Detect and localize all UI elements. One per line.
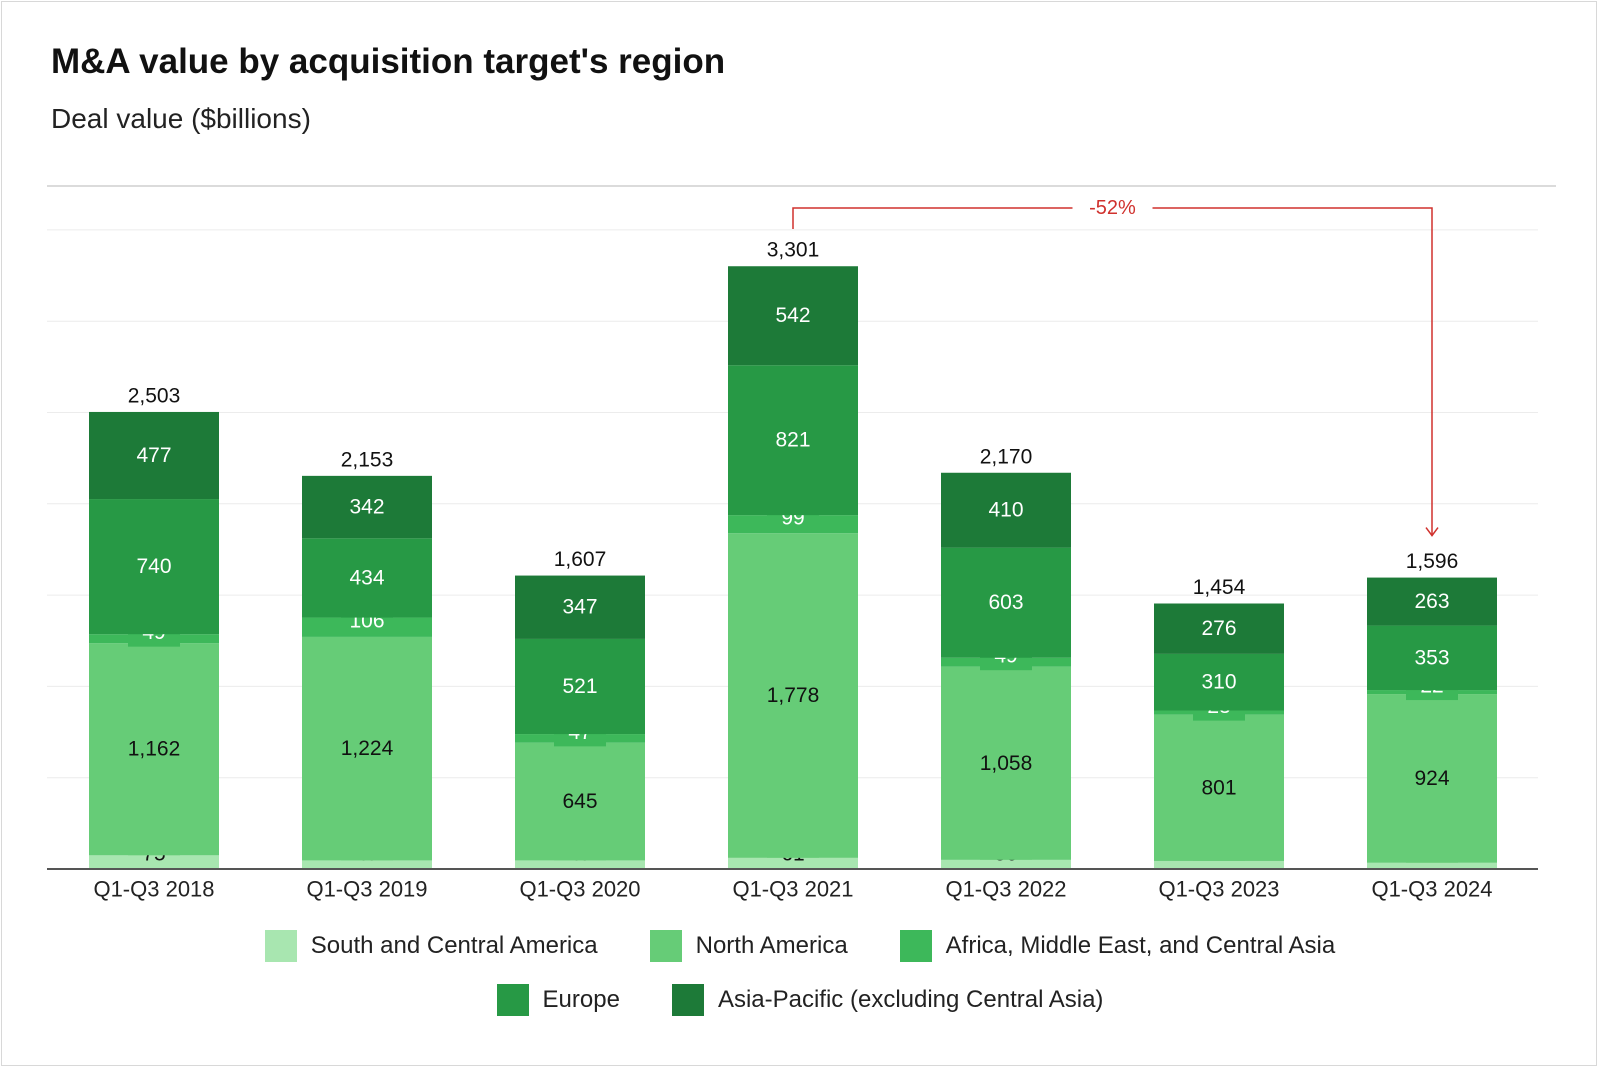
bar-stack: 47645475213471,607 (515, 548, 645, 869)
bar-stack: 501,058496034102,170 (941, 445, 1071, 869)
bar-segment (728, 266, 858, 366)
legend-item: South and Central America (264, 930, 598, 962)
value-label: 801 (1201, 776, 1236, 799)
x-tick-label: Q1-Q3 2024 (1371, 877, 1492, 902)
value-label: 434 (349, 566, 384, 589)
total-label: 1,596 (1406, 550, 1459, 573)
bar-segment (302, 636, 432, 861)
bar-stack: 751,162497404772,503 (89, 384, 219, 869)
value-label: 1,778 (767, 684, 820, 707)
annotation-label: -52% (1089, 197, 1136, 219)
total-label: 3,301 (767, 239, 820, 262)
bar-segment (515, 575, 645, 639)
legend-swatch (649, 930, 682, 962)
bar-segment (515, 638, 645, 735)
bar-segment (728, 533, 858, 858)
legend-swatch (899, 930, 932, 962)
value-label: 410 (988, 499, 1023, 522)
x-tick-label: Q1-Q3 2021 (732, 877, 853, 902)
total-label: 1,454 (1193, 576, 1246, 599)
value-label: 1,058 (980, 752, 1033, 775)
legend-label: Africa, Middle East, and Central Asia (945, 932, 1336, 959)
legend-item: North America (649, 930, 848, 962)
legend: South and Central America North America Af… (0, 930, 1600, 1016)
x-tick-label: Q1-Q3 2018 (93, 877, 214, 902)
total-label: 2,153 (341, 448, 394, 471)
bar-stack: 44801233102761,454 (1154, 576, 1284, 869)
legend-swatch (496, 984, 529, 1016)
x-tick-label: Q1-Q3 2019 (306, 877, 427, 902)
value-label: 821 (775, 429, 810, 452)
value-label: 740 (136, 555, 171, 578)
bar-segment (941, 547, 1071, 658)
bar-segment (89, 643, 219, 856)
bar-segment (302, 475, 432, 539)
bar-segment (941, 472, 1071, 548)
bar-segment (1367, 694, 1497, 863)
bar-segment (1367, 625, 1497, 691)
value-label: 645 (562, 790, 597, 813)
bar-segment (515, 742, 645, 861)
annotation-arrowhead (1425, 527, 1439, 537)
annotation-bracket-left (792, 207, 1073, 229)
bar-segment (1154, 714, 1284, 861)
bar-segment (89, 499, 219, 635)
legend-row: South and Central America North America Af… (0, 930, 1600, 962)
bar-stacks: 751,162497404772,503471,2241064343422,15… (89, 239, 1497, 869)
bar-segment (89, 411, 219, 500)
bar-segment (1154, 653, 1284, 711)
value-label: 1,162 (128, 738, 181, 761)
value-label: 521 (562, 675, 597, 698)
value-label: 477 (136, 444, 171, 467)
value-label: 347 (562, 596, 597, 619)
chart-title: M&A value by acquisition target's region (51, 42, 726, 81)
value-label: 603 (988, 591, 1023, 614)
total-label: 2,503 (128, 384, 181, 407)
value-label: 924 (1414, 767, 1449, 790)
total-label: 2,170 (980, 445, 1033, 468)
legend-row: Europe Asia-Pacific (excluding Central As… (0, 984, 1600, 1016)
annotation-bracket-right (1152, 207, 1433, 536)
legend-label: Asia-Pacific (excluding Central Asia) (717, 986, 1104, 1013)
value-label: 542 (775, 304, 810, 327)
bar-segment (1154, 603, 1284, 654)
total-label: 1,607 (554, 548, 607, 571)
value-label: 310 (1201, 671, 1236, 694)
value-label: 353 (1414, 646, 1449, 669)
legend-swatch (671, 984, 704, 1016)
change-annotation: -52% (792, 197, 1439, 537)
legend-item: Africa, Middle East, and Central Asia (899, 930, 1336, 962)
legend-item: Europe (496, 984, 620, 1016)
bar-segment (1367, 577, 1497, 626)
bar-segment (941, 666, 1071, 860)
x-tick-label: Q1-Q3 2023 (1158, 877, 1279, 902)
chart-subtitle: Deal value ($billions) (51, 103, 311, 134)
x-tick-label: Q1-Q3 2022 (945, 877, 1066, 902)
bar-stack: 34924223532631,596 (1367, 550, 1497, 869)
legend-item: Asia-Pacific (excluding Central Asia) (671, 984, 1104, 1016)
x-tick-label: Q1-Q3 2020 (519, 877, 640, 902)
x-axis: Q1-Q3 2018 Q1-Q3 2019 Q1-Q3 2020 Q1-Q3 2021… (47, 868, 1538, 902)
legend-label: Europe (542, 986, 620, 1013)
value-label: 1,224 (341, 737, 394, 760)
bar-segment (302, 538, 432, 618)
bar-segment (728, 365, 858, 516)
legend-label: South and Central America (310, 932, 598, 959)
value-label: 276 (1201, 617, 1236, 640)
legend-swatch (264, 930, 297, 962)
legend-label: North America (695, 932, 848, 959)
value-label: 263 (1414, 590, 1449, 613)
value-label: 342 (349, 496, 384, 519)
